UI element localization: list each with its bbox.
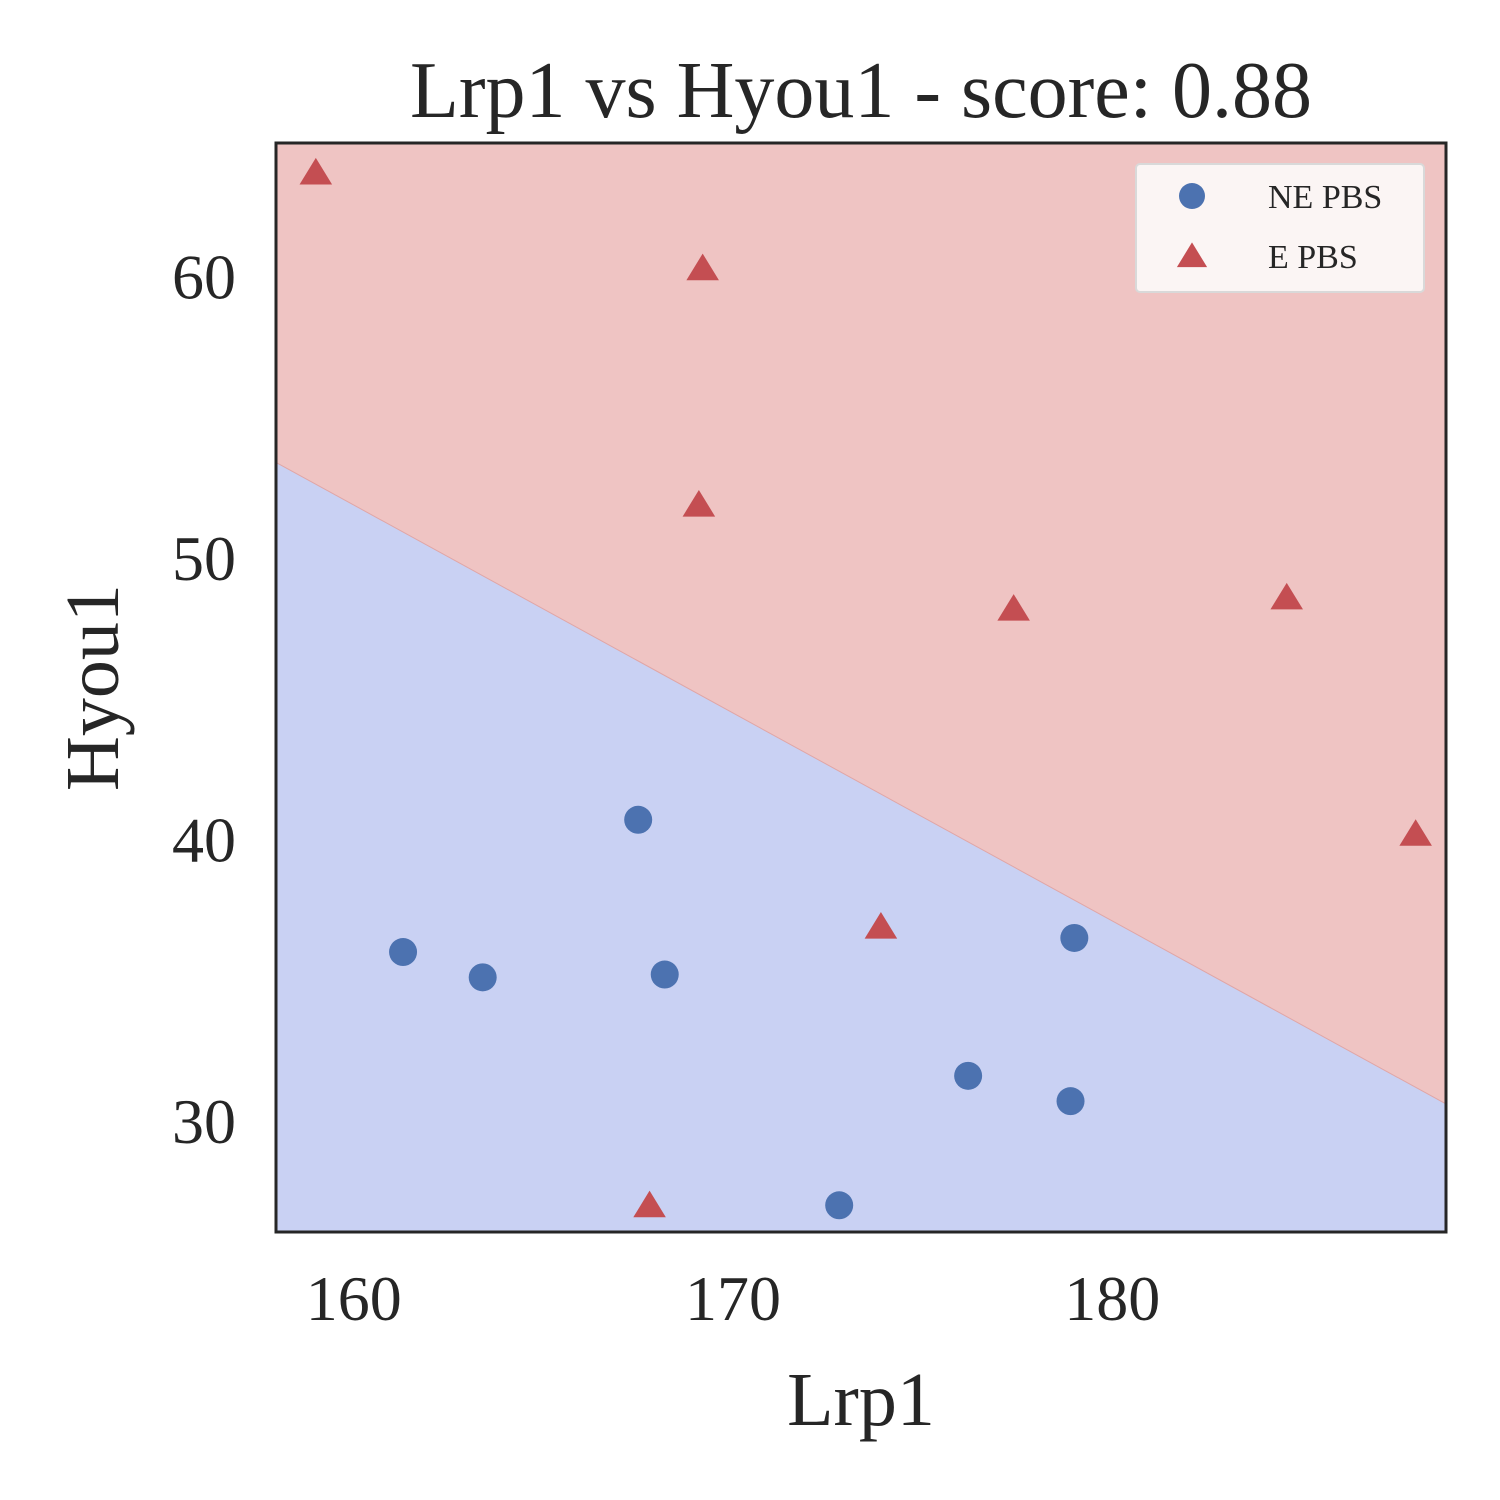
point-ne-pbs [389,938,418,967]
y-tick-label: 50 [172,523,236,594]
point-e-pbs [1399,819,1432,846]
point-ne-pbs [650,960,679,989]
x-ticks: 160 170 180 [306,1263,1161,1334]
point-e-pbs [686,253,719,281]
y-tick-label: 40 [172,804,236,875]
y-tick-label: 30 [172,1086,236,1157]
legend-label: E PBS [1268,239,1358,276]
chart-title: Lrp1 vs Hyou1 - score: 0.88 [410,47,1312,135]
point-e-pbs [299,157,333,185]
y-axis-label: Hyou1 [51,584,135,791]
point-ne-pbs [1060,923,1089,952]
decision-regions [276,143,1446,1232]
y-ticks: 30 40 50 60 [172,242,236,1157]
point-ne-pbs [624,805,653,834]
x-tick-label: 170 [685,1263,781,1334]
point-e-pbs [864,912,898,939]
region-e-pbs [276,143,1446,1104]
legend-marker-e-pbs [1176,242,1208,268]
point-e-pbs [682,489,716,517]
legend-label: NE PBS [1268,179,1382,216]
point-ne-pbs [468,963,497,992]
data-points [299,157,1432,1220]
point-e-pbs [1270,582,1303,610]
x-tick-label: 160 [306,1263,402,1334]
y-tick-label: 60 [172,242,236,313]
legend-box [1135,163,1425,293]
decision-boundary [275,461,1447,1105]
x-axis-label: Lrp1 [787,1358,935,1442]
boundary-line [275,461,1447,1105]
point-e-pbs [997,594,1030,621]
legend: NE PBS E PBS [1135,163,1425,293]
point-e-pbs [633,1190,666,1218]
point-ne-pbs [1056,1087,1085,1116]
x-tick-label: 180 [1064,1263,1160,1334]
plot-frame [274,141,1448,1234]
region-ne-pbs [276,462,1446,1232]
point-ne-pbs [954,1061,983,1090]
point-ne-pbs [825,1191,854,1220]
legend-marker-ne-pbs [1179,183,1205,209]
